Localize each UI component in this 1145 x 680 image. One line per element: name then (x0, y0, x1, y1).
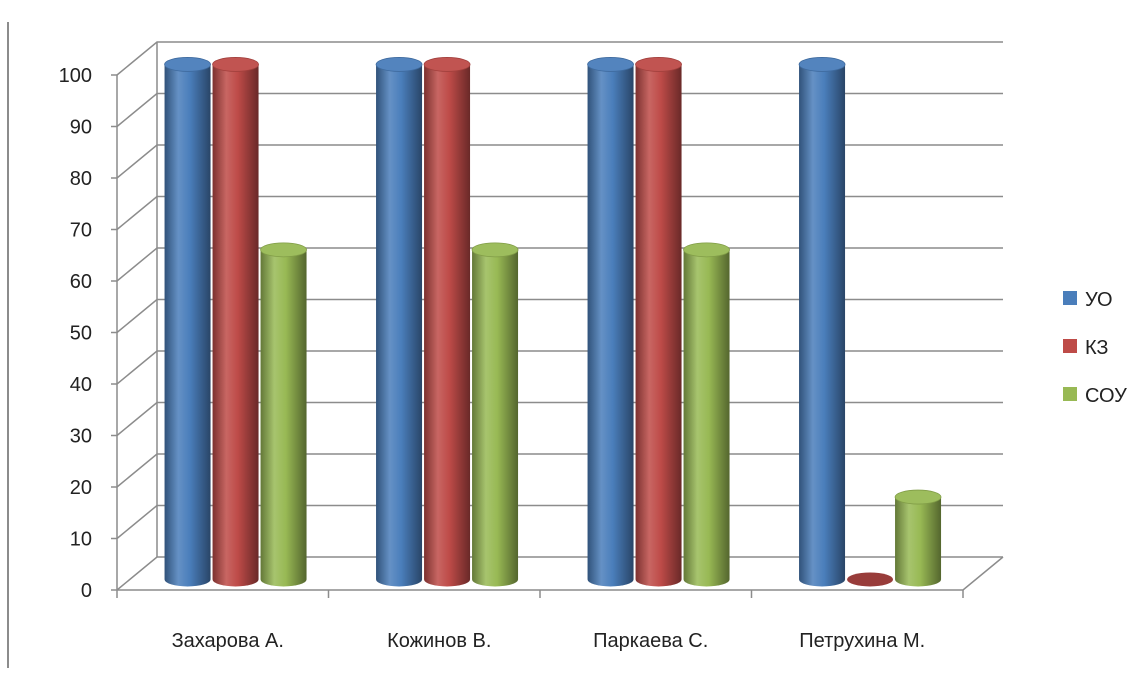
bar-top-СОУ-1 (471, 242, 519, 258)
bar-top-СОУ-0 (260, 242, 307, 258)
y-tick-label: 10 (70, 529, 92, 551)
gridline (116, 92, 1003, 128)
bar-top-СОУ-2 (683, 242, 730, 258)
y-tick-label: 100 (59, 65, 92, 87)
bar-top-КЗ-2 (635, 57, 682, 72)
legend-swatch-1 (1063, 339, 1077, 353)
y-tick-label: 0 (81, 580, 92, 602)
bar-СОУ-1 (472, 249, 519, 587)
gridline (116, 41, 1003, 76)
y-axis-ticks: 0 10 20 30 40 50 60 70 80 90 100 (59, 65, 117, 602)
gridline (116, 195, 1003, 231)
x-axis-ticks: Захарова А. Кожинов В. Паркаева С. Петрухин… (116, 590, 964, 652)
y-tick-label: 80 (70, 168, 92, 190)
y-tick-label: 70 (70, 220, 92, 242)
bar-СОУ-0 (260, 249, 307, 587)
bar-top-УО-2 (587, 57, 634, 72)
bar-КЗ-2 (635, 64, 682, 587)
y-tick-label: 40 (70, 374, 92, 396)
bar-top-УО-1 (375, 57, 423, 72)
bar-УО-0 (164, 64, 211, 587)
bar-УО-1 (376, 64, 423, 587)
bar-УО-3 (799, 64, 846, 587)
bar-КЗ-0 (212, 64, 259, 587)
x-tick-label: Петрухина М. (799, 630, 925, 652)
x-tick-label: Захарова А. (172, 630, 284, 652)
bar-top-КЗ-1 (423, 57, 471, 72)
legend-swatch-0 (1063, 291, 1077, 305)
bar-top-КЗ-0 (212, 57, 259, 72)
y-tick-label: 60 (70, 271, 92, 293)
gridline (116, 144, 1003, 179)
bar-КЗ-1 (424, 64, 471, 587)
bar-СОУ-2 (683, 249, 730, 587)
x-tick-label: Кожинов В. (387, 630, 491, 652)
legend-label: КЗ (1085, 337, 1109, 359)
bar-УО-2 (587, 64, 634, 587)
bar-top-УО-3 (798, 57, 846, 72)
legend-label: УО (1085, 289, 1113, 311)
bars (164, 57, 942, 587)
y-tick-label: 50 (70, 323, 92, 345)
bar-КЗ-3 (847, 572, 894, 587)
y-tick-label: 90 (70, 117, 92, 139)
legend-label: СОУ (1085, 385, 1127, 407)
bar-top-СОУ-3 (894, 489, 942, 505)
bar-СОУ-3 (895, 497, 942, 587)
legend-swatch-2 (1063, 387, 1077, 401)
x-tick-label: Паркаева С. (593, 630, 708, 652)
bar-top-УО-0 (164, 57, 211, 72)
y-tick-label: 30 (70, 426, 92, 448)
y-tick-label: 20 (70, 477, 92, 499)
legend: УО КЗ СОУ (1063, 289, 1127, 407)
gridlines (116, 41, 1003, 591)
